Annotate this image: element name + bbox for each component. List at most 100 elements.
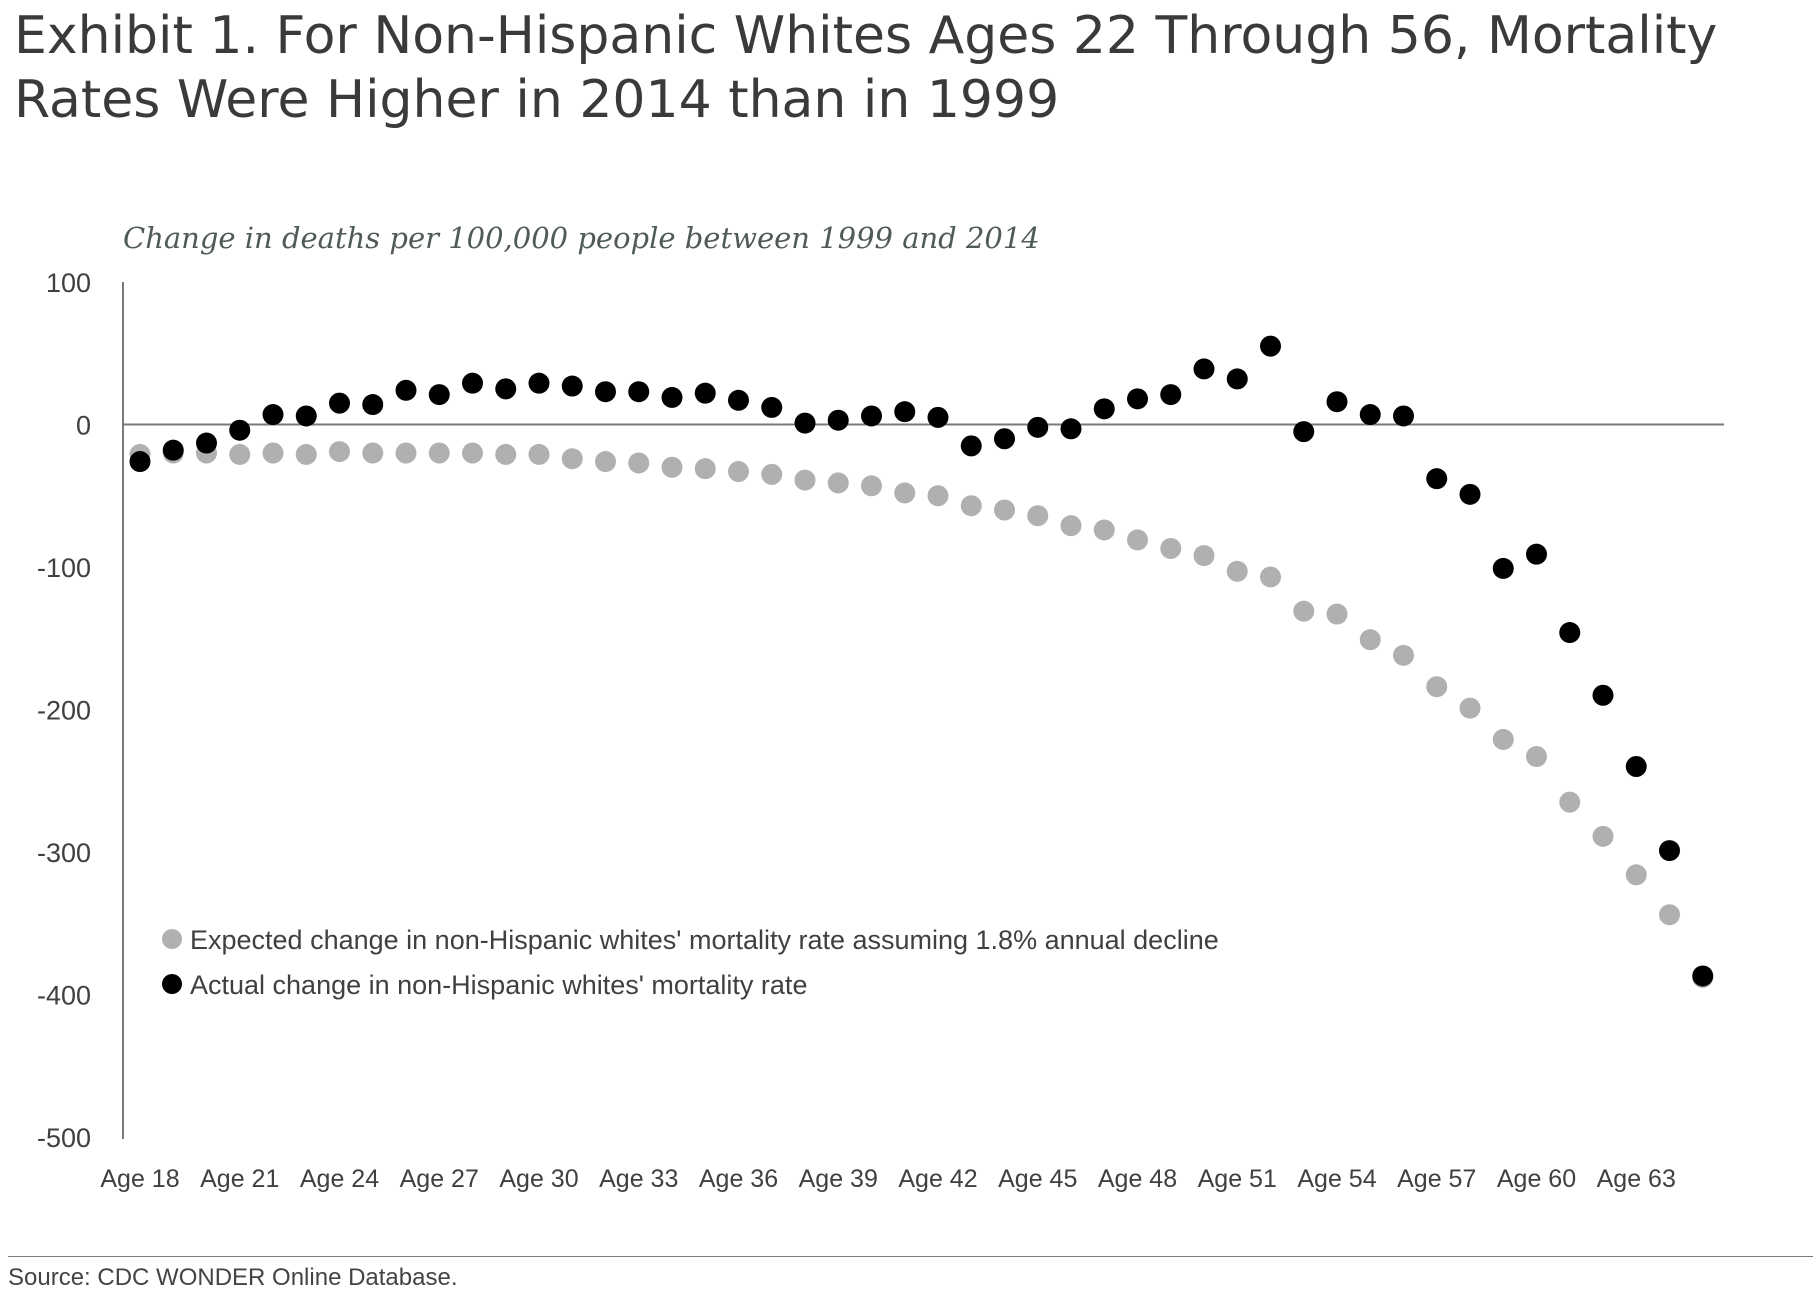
expected-point xyxy=(262,442,284,464)
expected-point xyxy=(362,442,384,464)
expected-point xyxy=(1426,676,1448,698)
actual-point xyxy=(894,401,916,423)
expected-point xyxy=(827,472,849,494)
expected-point xyxy=(528,443,550,465)
expected-point xyxy=(229,443,251,465)
series-expected-points xyxy=(129,441,1714,988)
x-tick-label: Age 36 xyxy=(699,1165,778,1193)
expected-point xyxy=(1093,519,1115,541)
expected-point xyxy=(1559,791,1581,813)
expected-point xyxy=(1625,864,1647,886)
actual-point xyxy=(628,381,650,403)
actual-point xyxy=(295,405,317,427)
x-axis-tick-labels: Age 18 Age 21 Age 24 Age 27 Age 30 Age 33 Age … xyxy=(100,1165,1676,1193)
actual-point xyxy=(794,412,816,434)
expected-point xyxy=(595,451,616,473)
y-axis-tick-labels: 100 0 -100 -200 -300 -400 -500 xyxy=(37,268,91,1153)
actual-point xyxy=(1060,418,1082,440)
actual-point xyxy=(1260,335,1281,357)
actual-point xyxy=(661,386,683,408)
expected-point xyxy=(1659,904,1680,926)
expected-point xyxy=(861,475,882,497)
x-tick-label: Age 30 xyxy=(499,1165,578,1193)
actual-point xyxy=(1492,557,1514,579)
actual-point xyxy=(362,394,384,416)
y-tick-label: -400 xyxy=(37,981,91,1011)
actual-point xyxy=(1459,483,1481,505)
x-tick-label: Age 45 xyxy=(998,1165,1077,1193)
expected-point xyxy=(728,461,749,483)
actual-point xyxy=(861,405,882,427)
actual-point xyxy=(1359,404,1381,426)
expected-point xyxy=(1127,529,1148,551)
expected-point xyxy=(927,485,949,507)
actual-point xyxy=(827,409,849,431)
expected-point xyxy=(761,463,783,485)
x-tick-label: Age 24 xyxy=(300,1165,379,1193)
expected-point xyxy=(1326,603,1348,625)
x-tick-label: Age 51 xyxy=(1198,1165,1277,1193)
actual-point xyxy=(129,451,151,473)
actual-point xyxy=(229,419,251,441)
y-tick-label: -100 xyxy=(37,553,91,583)
x-tick-label: Age 63 xyxy=(1597,1165,1676,1193)
actual-point xyxy=(162,439,184,461)
x-tick-label: Age 21 xyxy=(200,1165,279,1193)
legend-label-expected: Expected change in non-Hispanic whites' … xyxy=(190,925,1219,955)
expected-point xyxy=(1393,644,1414,666)
expected-point xyxy=(1226,560,1248,582)
expected-point xyxy=(894,482,916,504)
series-actual-points xyxy=(129,335,1714,987)
source-divider xyxy=(8,1256,1813,1257)
x-tick-label: Age 60 xyxy=(1497,1165,1576,1193)
actual-point xyxy=(1027,416,1049,438)
legend: Expected change in non-Hispanic whites' … xyxy=(162,925,1219,1000)
y-tick-label: -500 xyxy=(37,1123,91,1153)
expected-point xyxy=(428,442,450,464)
actual-point xyxy=(1659,840,1680,862)
x-tick-label: Age 54 xyxy=(1297,1165,1376,1193)
legend-marker-actual xyxy=(162,974,182,994)
expected-point xyxy=(495,443,517,465)
y-tick-label: -200 xyxy=(37,696,91,726)
actual-point xyxy=(1226,368,1248,390)
x-tick-label: Age 39 xyxy=(799,1165,878,1193)
y-tick-label: 0 xyxy=(76,411,91,441)
y-tick-label: 100 xyxy=(46,268,91,298)
actual-point xyxy=(196,432,217,454)
actual-point xyxy=(595,381,616,403)
actual-point xyxy=(1326,391,1348,413)
legend-label-actual: Actual change in non-Hispanic whites' mo… xyxy=(190,970,807,1000)
actual-point xyxy=(960,435,982,457)
actual-point xyxy=(728,389,749,411)
expected-point xyxy=(1027,505,1049,527)
actual-point xyxy=(1093,398,1115,420)
expected-point xyxy=(1260,566,1281,588)
actual-point xyxy=(761,396,783,418)
expected-point xyxy=(661,456,683,478)
actual-point xyxy=(495,378,517,400)
expected-point xyxy=(1492,728,1514,750)
chart-subtitle: Change in deaths per 100,000 people betw… xyxy=(123,221,1040,255)
actual-point xyxy=(1193,358,1215,380)
actual-point xyxy=(1526,543,1547,565)
x-tick-label: Age 57 xyxy=(1397,1165,1476,1193)
actual-point xyxy=(1592,684,1614,706)
chart-title: Exhibit 1. For Non-Hispanic Whites Ages … xyxy=(14,6,1718,130)
expected-point xyxy=(794,469,816,491)
actual-point xyxy=(1127,388,1148,410)
expected-point xyxy=(628,452,650,474)
expected-point xyxy=(994,499,1015,521)
y-tick-label: -300 xyxy=(37,838,91,868)
expected-point xyxy=(1592,825,1614,847)
expected-point xyxy=(1060,515,1082,537)
expected-point xyxy=(395,442,417,464)
axes xyxy=(122,282,1724,1139)
actual-point xyxy=(561,375,583,397)
x-tick-label: Age 48 xyxy=(1098,1165,1177,1193)
source-note: Source: CDC WONDER Online Database. xyxy=(8,1264,458,1291)
x-tick-label: Age 33 xyxy=(599,1165,678,1193)
x-tick-label: Age 18 xyxy=(100,1165,179,1193)
actual-point xyxy=(994,428,1015,450)
